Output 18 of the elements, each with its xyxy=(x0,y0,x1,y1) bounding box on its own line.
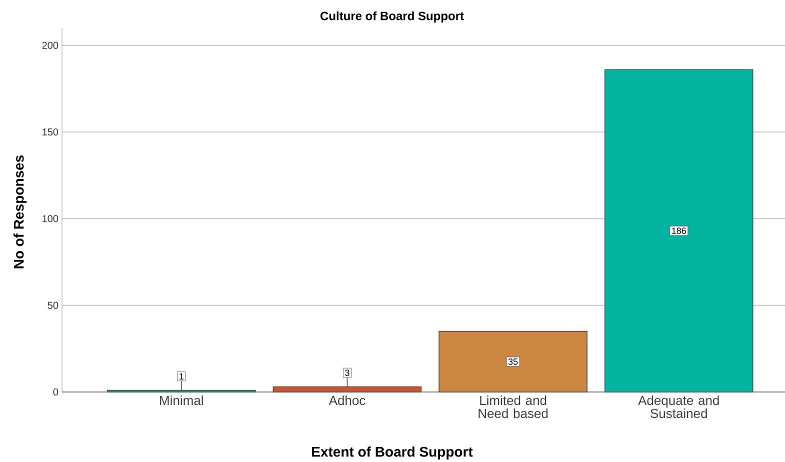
chart-title: Culture of Board Support xyxy=(320,11,464,23)
data-label: 186 xyxy=(672,228,686,234)
y-tick-label: 0 xyxy=(53,388,58,396)
data-label: 1 xyxy=(180,373,184,380)
y-tick-label: 100 xyxy=(42,215,58,222)
x-tick-label: Minimal xyxy=(160,396,203,406)
y-tick-label: 50 xyxy=(48,302,58,309)
bar xyxy=(604,69,754,392)
y-axis-title: No of Responses xyxy=(13,155,27,268)
y-tick-label: 150 xyxy=(42,128,58,136)
x-tick-label: Limited and Need based xyxy=(478,396,548,418)
x-axis-title: Extent of Board Support xyxy=(312,446,473,460)
x-tick-label: Adequate and Sustained xyxy=(638,396,719,418)
y-tick-label: 200 xyxy=(42,42,58,49)
data-label: 3 xyxy=(345,370,350,376)
data-label: 35 xyxy=(508,358,518,365)
x-tick-label: Adhoc xyxy=(328,396,366,406)
bar xyxy=(438,330,588,392)
